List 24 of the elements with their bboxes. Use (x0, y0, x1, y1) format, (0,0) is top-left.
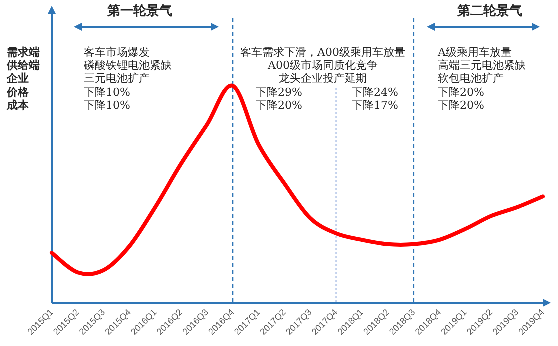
annotation: 下降20% (256, 99, 302, 112)
text: 软包电池扩产 (438, 72, 504, 85)
annotation: 下降10% (84, 86, 130, 99)
text: 龙头企业投产延期 (279, 72, 367, 85)
annotation: 下降24% (352, 86, 398, 99)
annotation: 下降17% (352, 99, 398, 112)
text: A级乘用车放量 (437, 46, 512, 59)
text: 供给端 (6, 59, 40, 72)
text: A00级市场同质化竞争 (267, 59, 378, 72)
text: 磷酸铁锂电池紧缺 (83, 59, 172, 72)
text: 企业 (6, 72, 29, 85)
text: 三元电池扩产 (84, 72, 150, 85)
text: 价格 (6, 86, 30, 99)
text: 成本 (6, 99, 30, 112)
annotation: 下降20% (438, 99, 484, 112)
text: 需求端 (7, 46, 40, 59)
text: 高端三元电池紧缺 (438, 59, 526, 72)
annotation: 下降10% (84, 99, 130, 112)
text: 第二轮景气 (456, 4, 522, 19)
annotation: 下降29% (256, 86, 302, 99)
annotation: 下降20% (438, 86, 484, 99)
text: 客车市场爆发 (84, 46, 150, 59)
text: 客车需求下滑，A00级乘用车放量 (240, 46, 406, 59)
text: 第一轮景气 (106, 4, 172, 19)
